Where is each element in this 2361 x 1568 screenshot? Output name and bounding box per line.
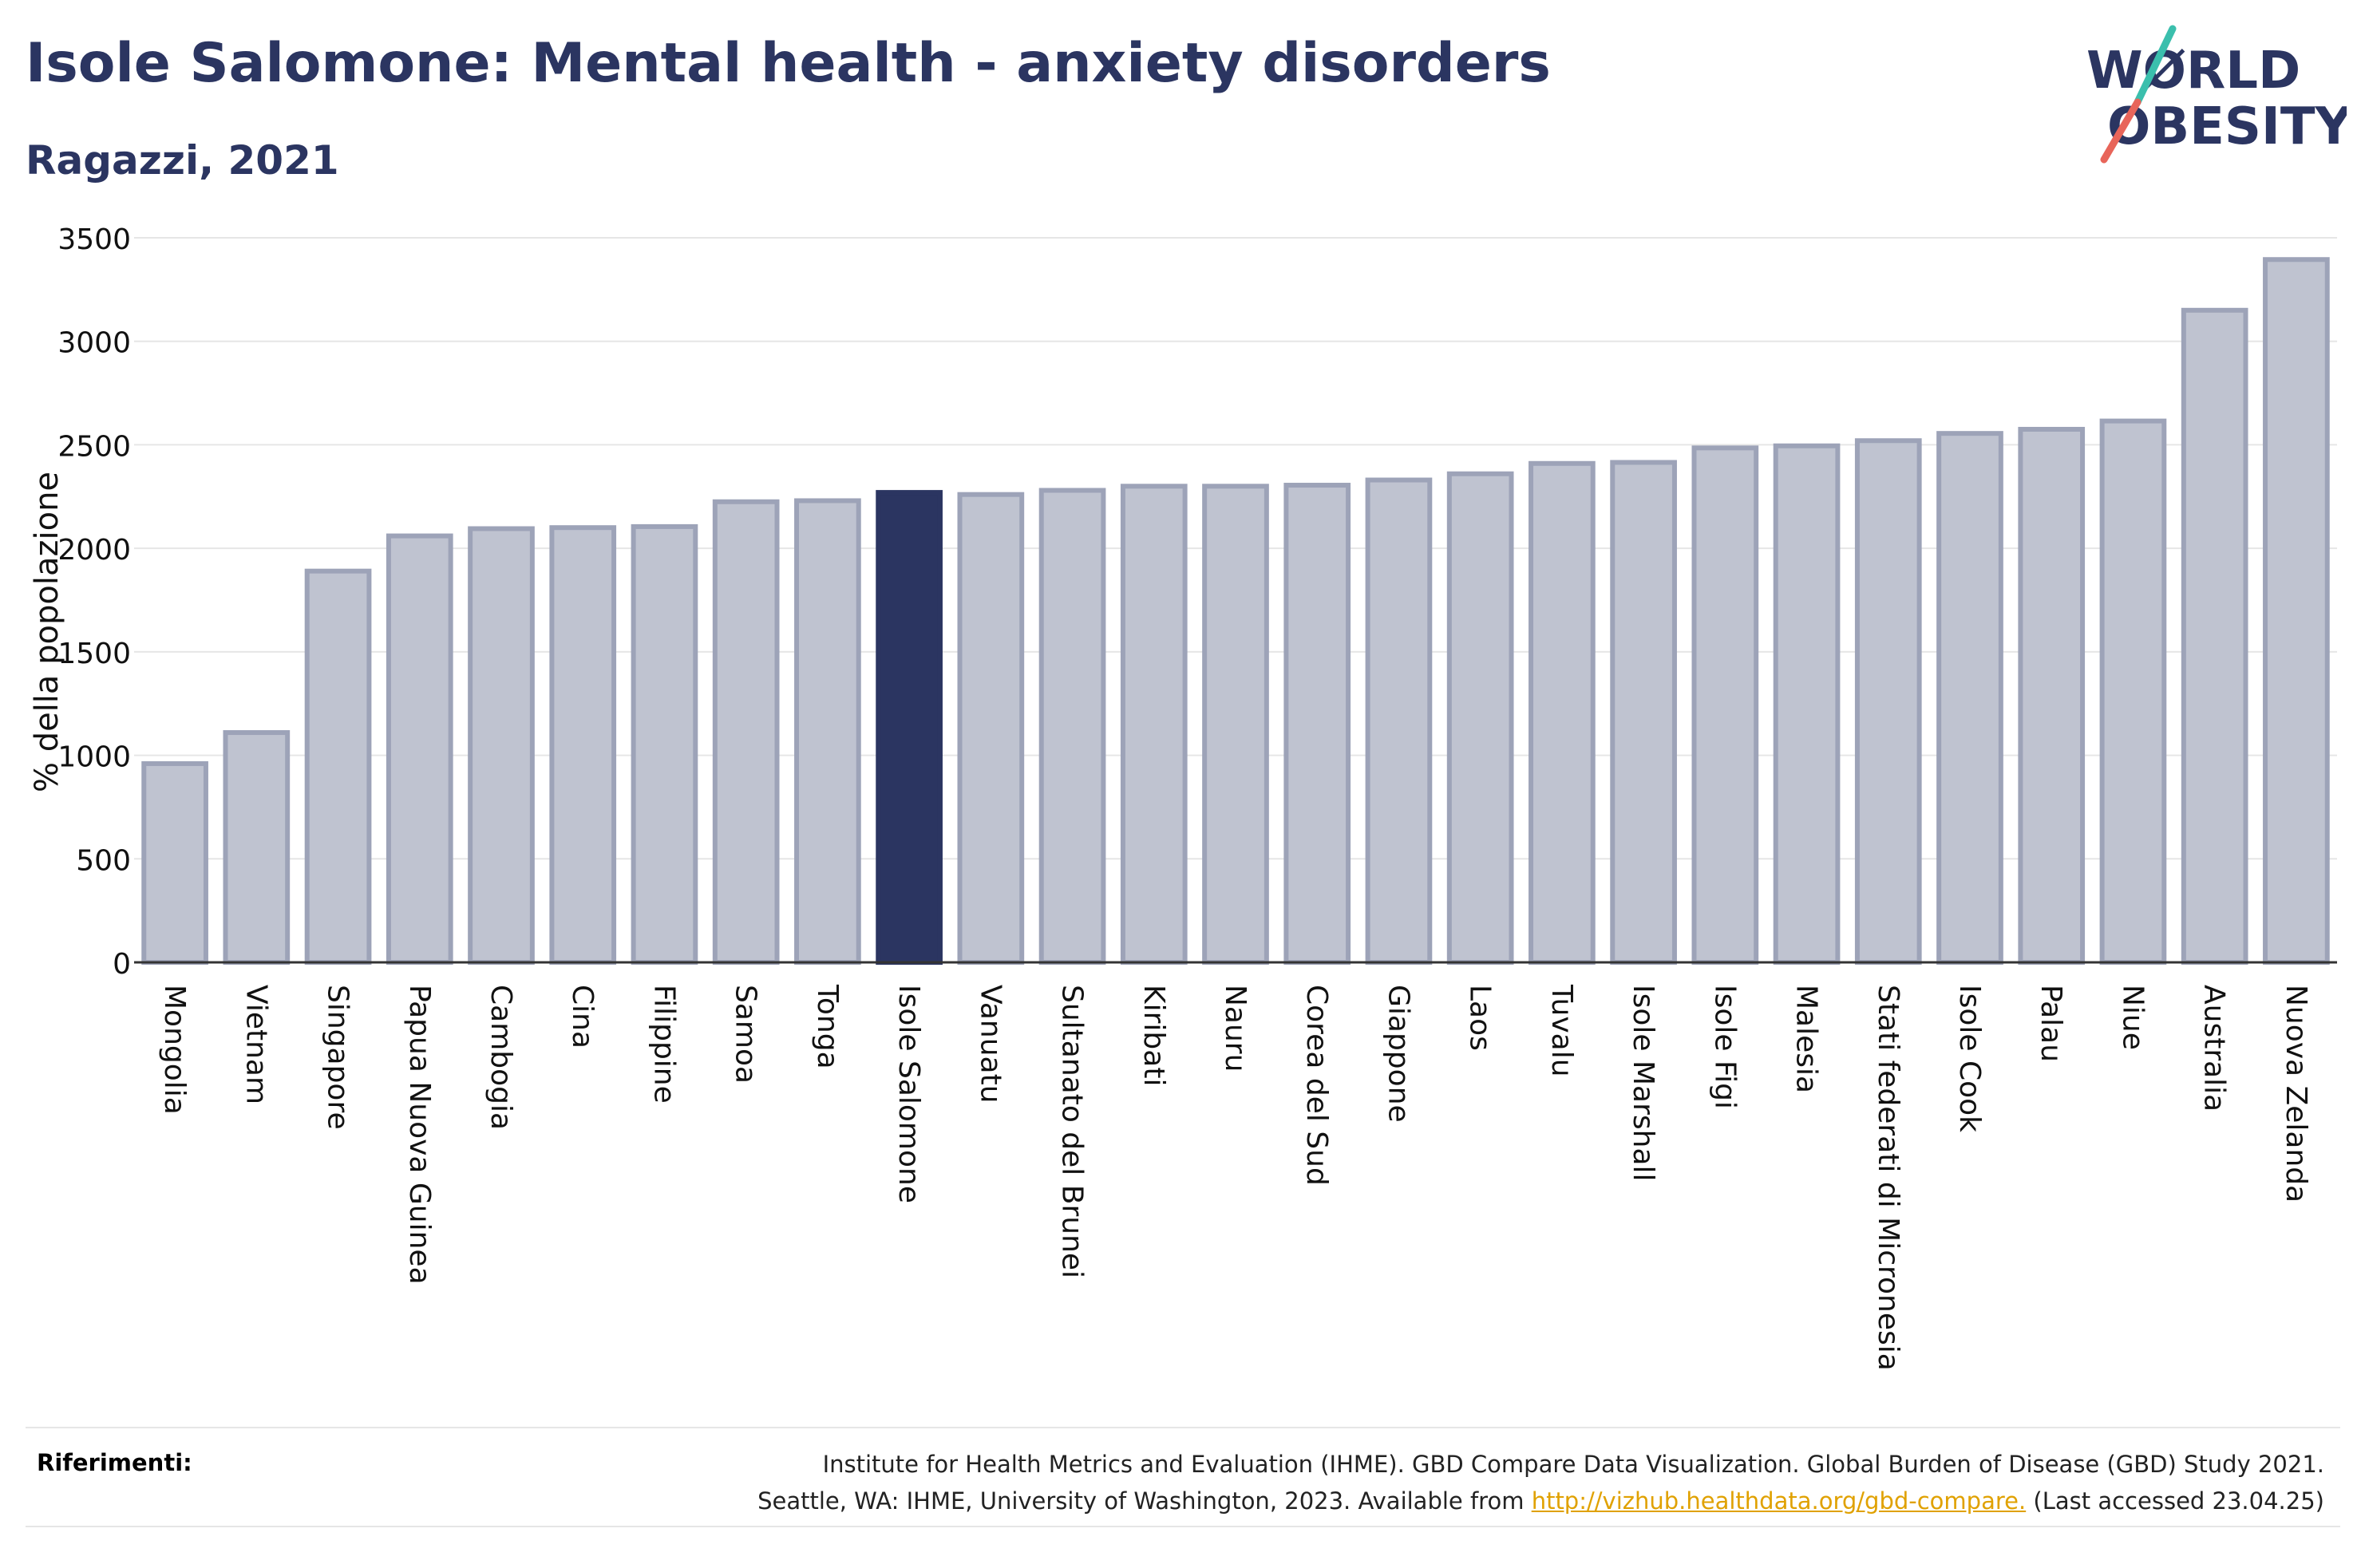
- x-tick-label: Tuvalu: [1545, 984, 1578, 1077]
- bar-sultanato-del-brunei: [1042, 491, 1104, 962]
- bar-niue: [2102, 421, 2165, 962]
- x-tick-label: Mongolia: [158, 985, 191, 1115]
- x-tick-label: Niue: [2116, 985, 2149, 1050]
- x-tick-label: Papua Nuova Guinea: [403, 985, 436, 1285]
- y-tick-label: 3500: [57, 223, 131, 256]
- x-tick-label: Sultanato del Brunei: [1056, 985, 1089, 1278]
- bar-vanuatu: [959, 495, 1022, 962]
- x-tick-label: Cina: [566, 985, 599, 1049]
- y-tick-label: 500: [76, 844, 131, 877]
- y-tick-label: 2000: [57, 534, 131, 567]
- bars: [144, 259, 2327, 962]
- bar-australia: [2184, 310, 2246, 962]
- x-tick-label: Palau: [2035, 985, 2067, 1062]
- bar-cambogia: [470, 528, 532, 962]
- bar-kiribati: [1123, 486, 1185, 962]
- y-tick-label: 0: [113, 948, 131, 981]
- bar-malesia: [1776, 446, 1838, 962]
- x-tick-label: Giappone: [1382, 985, 1414, 1123]
- y-tick-labels: 0 500 1000 1500 2000 2500 3000 3500: [57, 223, 131, 981]
- x-tick-label: Isole Salomone: [892, 985, 925, 1203]
- x-tick-label: Australia: [2198, 985, 2231, 1112]
- references-label: Riferimenti:: [37, 1449, 192, 1476]
- x-tick-label: Vanuatu: [974, 985, 1006, 1104]
- bar-tonga: [797, 500, 859, 962]
- x-tick-labels: Mongolia Vietnam Singapore Papua Nuova Guin…: [158, 984, 2312, 1371]
- bar-palau: [2020, 429, 2082, 962]
- bar-cina: [552, 527, 614, 962]
- y-tick-label: 2500: [57, 430, 131, 463]
- bar-chart: 0 500 1000 1500 2000 2500 3000 3500 Mongolia Vie…: [0, 0, 2361, 1420]
- reference-line-1: Institute for Health Metrics and Evaluat…: [409, 1446, 2324, 1483]
- bar-samoa: [715, 502, 777, 962]
- y-tick-label: 1500: [57, 638, 131, 670]
- bar-isole-marshall: [1612, 462, 1675, 962]
- x-tick-label: Isole Marshall: [1627, 985, 1659, 1182]
- bar-mongolia: [144, 764, 206, 962]
- bar-singapore: [307, 571, 370, 962]
- reference-line-2: Seattle, WA: IHME, University of Washing…: [409, 1483, 2324, 1519]
- bar-papua-nuova-guinea: [389, 536, 451, 962]
- bar-giappone: [1368, 480, 1430, 962]
- x-tick-label: Malesia: [1790, 985, 1823, 1093]
- bar-stati-federati-di-micronesia: [1857, 440, 1920, 962]
- reference-divider-top: [26, 1427, 2340, 1428]
- y-tick-label: 1000: [57, 741, 131, 774]
- bar-corea-del-sud: [1286, 485, 1348, 962]
- x-tick-label: Singapore: [322, 985, 354, 1130]
- x-tick-label: Isole Cook: [1953, 985, 1986, 1132]
- x-tick-label: Laos: [1464, 985, 1497, 1051]
- x-tick-label: Kiribati: [1137, 985, 1170, 1086]
- x-tick-label: Samoa: [730, 985, 762, 1084]
- y-axis-label: % della popolazione: [29, 472, 65, 792]
- reference-divider-bottom: [26, 1526, 2340, 1527]
- bar-isole-figi: [1694, 448, 1756, 962]
- reference-link[interactable]: http://vizhub.healthdata.org/gbd-compare…: [1532, 1487, 2027, 1515]
- references-text: Institute for Health Metrics and Evaluat…: [409, 1446, 2324, 1519]
- x-tick-label: Cambogia: [484, 985, 517, 1130]
- x-tick-label: Stati federati di Micronesia: [1872, 985, 1904, 1371]
- y-tick-label: 3000: [57, 327, 131, 360]
- x-tick-label: Corea del Sud: [1300, 985, 1333, 1186]
- x-tick-label: Nuova Zelanda: [2280, 985, 2312, 1203]
- bar-nauru: [1204, 486, 1267, 962]
- bar-nuova-zelanda: [2265, 259, 2327, 962]
- bar-vietnam: [225, 733, 287, 962]
- x-tick-label: Vietnam: [239, 985, 272, 1104]
- x-tick-label: Tonga: [811, 984, 844, 1069]
- bar-isole-cook: [1939, 433, 2001, 962]
- x-tick-label: Nauru: [1219, 985, 1252, 1072]
- x-tick-label: Filippine: [647, 985, 680, 1104]
- reference-line-2-end: (Last accessed 23.04.25): [2026, 1487, 2324, 1515]
- reference-line-2-start: Seattle, WA: IHME, University of Washing…: [757, 1487, 1532, 1515]
- bar-laos: [1449, 474, 1512, 962]
- bar-isole-salomone: [878, 492, 940, 962]
- x-tick-label: Isole Figi: [1708, 985, 1741, 1109]
- bar-filippine: [634, 527, 696, 962]
- bar-tuvalu: [1531, 464, 1593, 962]
